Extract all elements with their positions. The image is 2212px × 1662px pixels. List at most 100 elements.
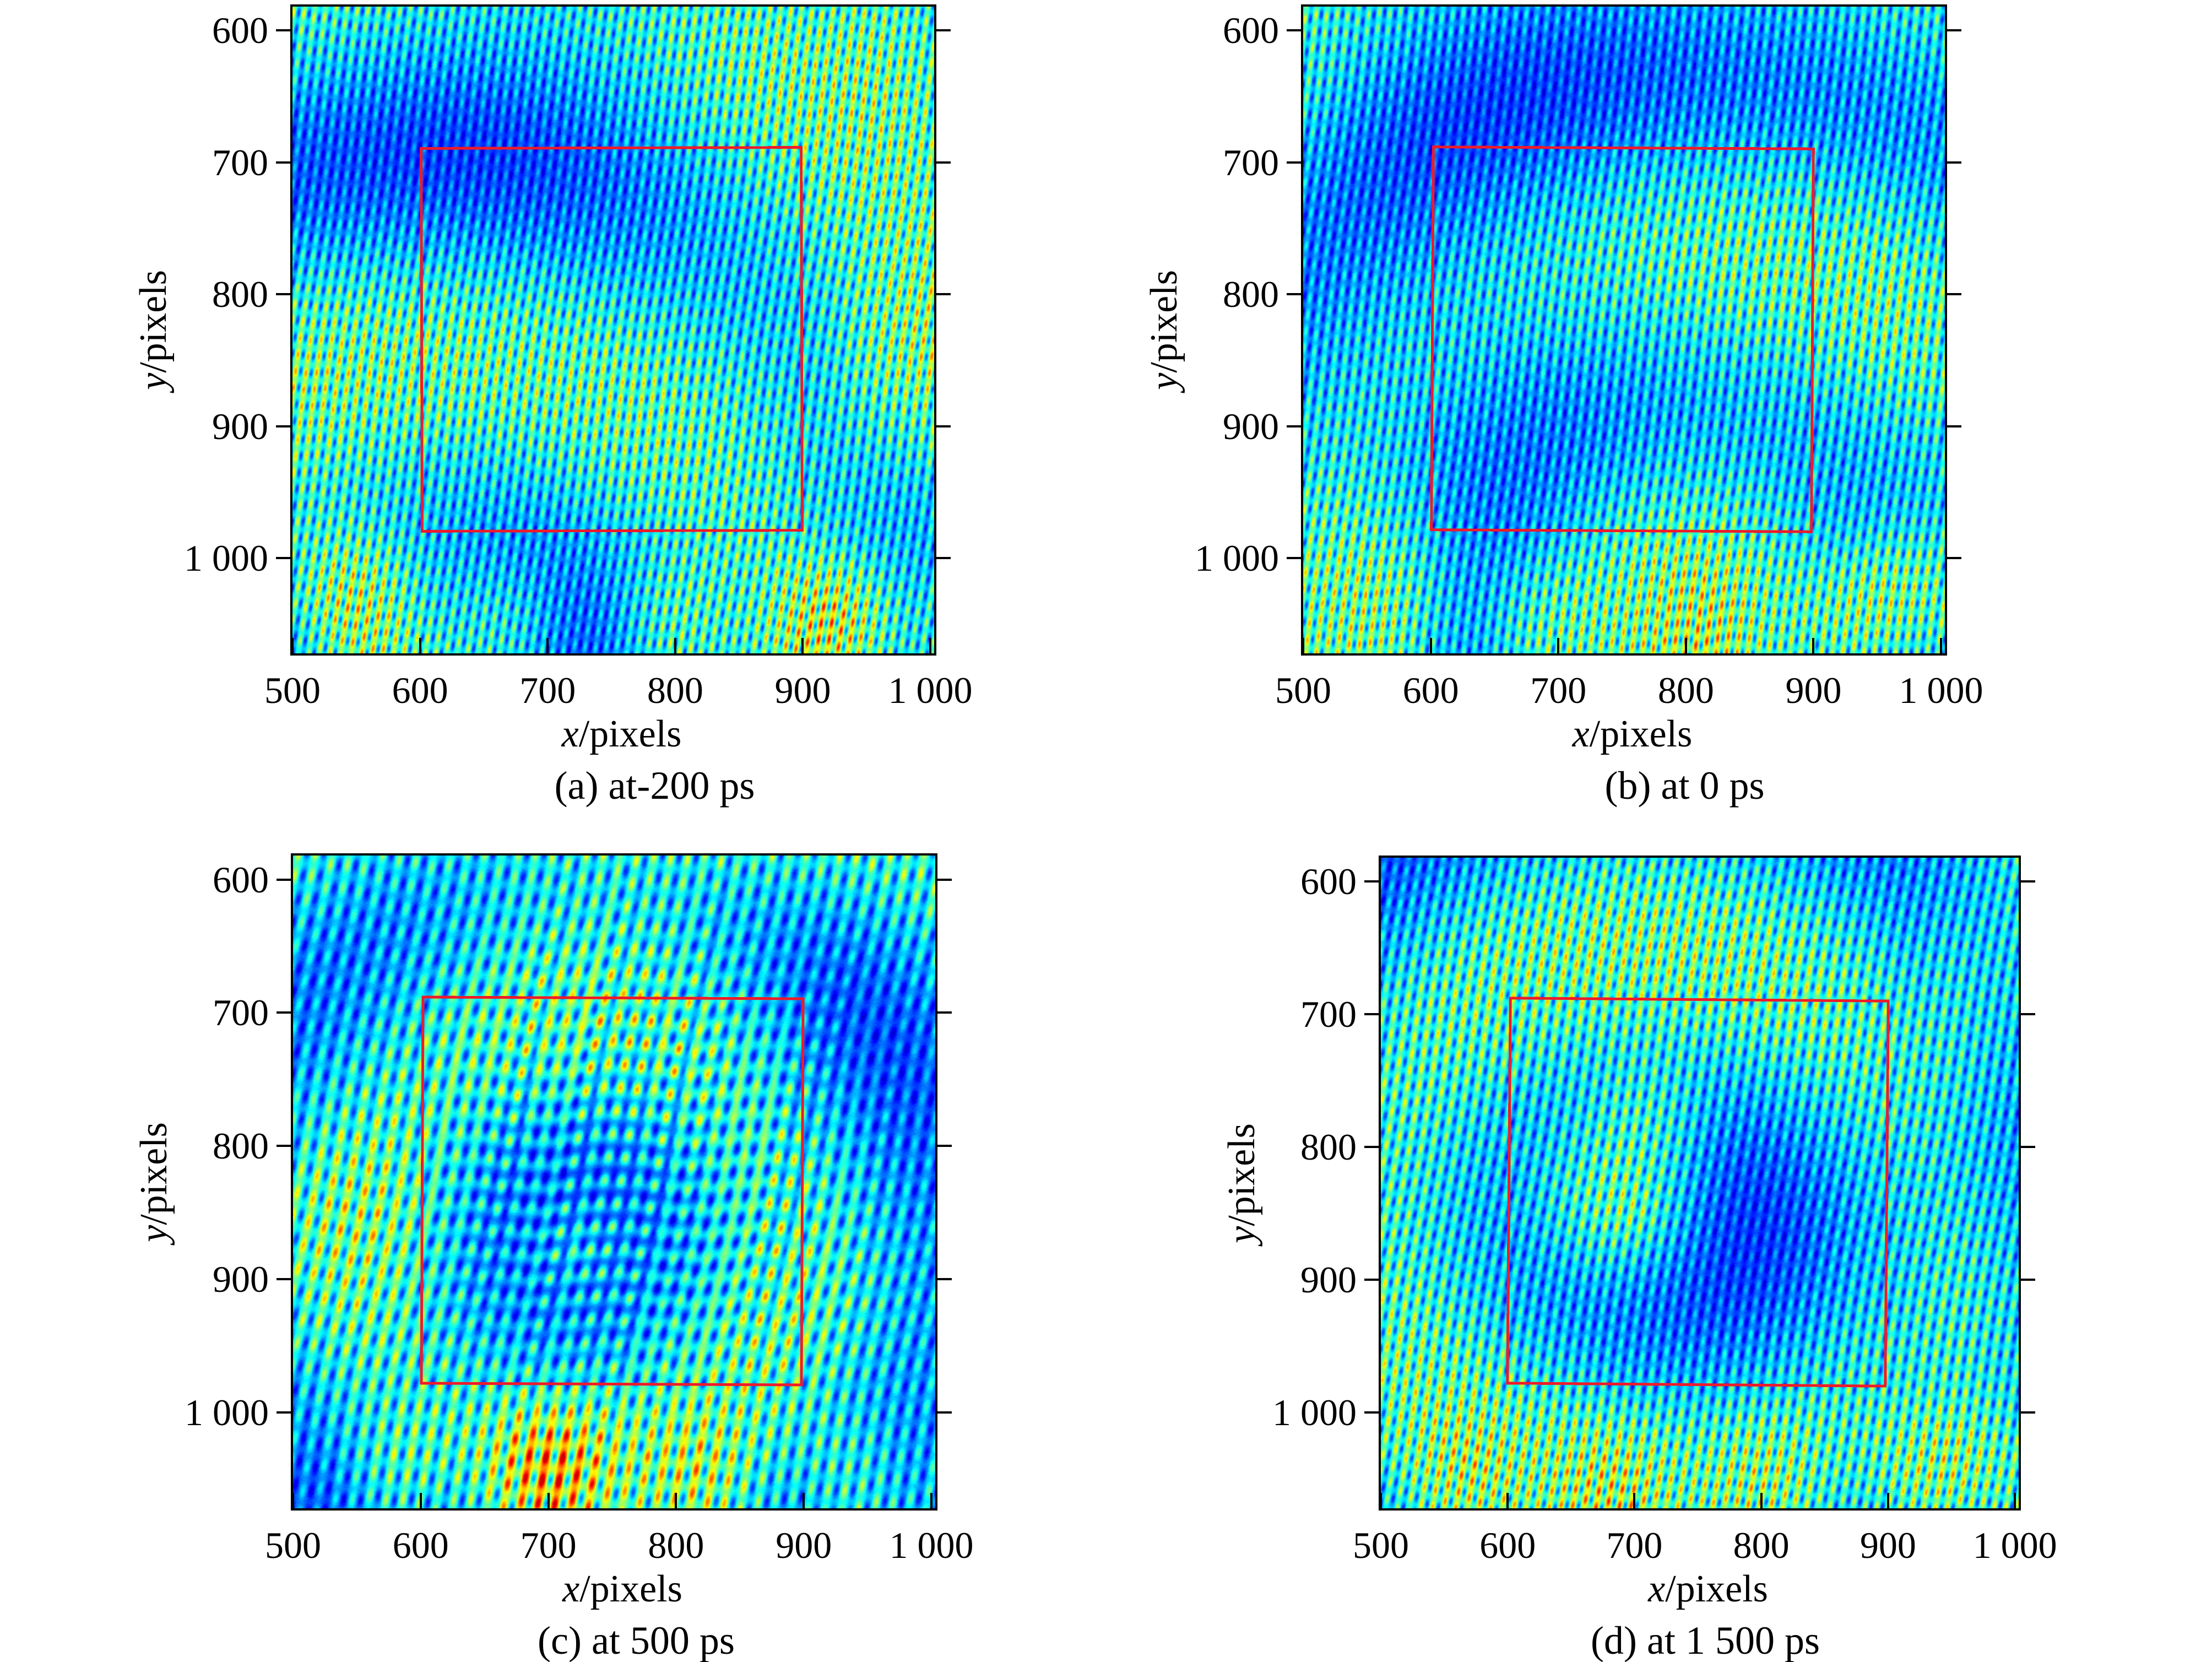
y-tick-mark xyxy=(1947,557,1961,560)
x-tick-mark xyxy=(292,1493,294,1508)
x-tick-label: 800 xyxy=(1733,1524,1790,1566)
y-tick-label: 600 xyxy=(212,9,268,52)
x-tick-mark xyxy=(1302,638,1304,653)
x-tick-mark xyxy=(1557,638,1560,653)
y-tick-mark xyxy=(2021,1279,2035,1281)
y-tick-mark xyxy=(1287,161,1301,164)
y-tick-label: 800 xyxy=(212,273,268,316)
x-tick-mark xyxy=(929,638,932,653)
x-tick-label: 500 xyxy=(1275,669,1331,711)
x-axis-label: x/pixels xyxy=(457,713,787,755)
x-tick-mark xyxy=(803,1493,805,1508)
y-tick-label: 700 xyxy=(212,141,268,183)
y-axis-label-variable: y xyxy=(133,1225,175,1242)
plot-area-heatmap-d xyxy=(1379,856,2021,1511)
x-tick-label: 1 000 xyxy=(889,1524,974,1566)
y-tick-mark xyxy=(1364,1013,1379,1016)
y-tick-mark xyxy=(937,1011,952,1014)
y-tick-mark xyxy=(1947,29,1961,32)
plot-area-heatmap-b xyxy=(1301,4,1947,656)
roi-rectangle-a xyxy=(419,146,804,533)
y-tick-label: 700 xyxy=(1300,993,1357,1036)
y-tick-mark xyxy=(1364,1411,1379,1414)
y-tick-mark xyxy=(1287,425,1301,427)
y-tick-label: 700 xyxy=(213,992,269,1034)
y-tick-mark xyxy=(276,293,290,296)
x-tick-mark xyxy=(1506,1493,1509,1508)
y-tick-mark xyxy=(1364,1279,1379,1281)
y-tick-label: 900 xyxy=(212,405,268,447)
x-tick-mark xyxy=(419,638,421,653)
y-tick-mark xyxy=(936,557,951,560)
y-tick-label: 600 xyxy=(1300,860,1357,903)
x-tick-label: 900 xyxy=(1785,669,1842,711)
y-tick-mark xyxy=(2021,880,2035,883)
y-tick-mark xyxy=(937,1411,952,1414)
x-tick-label: 500 xyxy=(1353,1524,1409,1566)
x-tick-mark xyxy=(1886,1493,1889,1508)
y-tick-label: 900 xyxy=(1300,1259,1357,1301)
y-tick-mark xyxy=(276,1278,291,1281)
y-tick-mark xyxy=(936,425,951,427)
x-tick-label: 900 xyxy=(776,1524,832,1566)
panel-caption-d: (d) at 1 500 ps xyxy=(1591,1618,1820,1662)
interferogram-canvas-d xyxy=(1381,858,2019,1508)
x-axis-label-variable: x xyxy=(562,1568,580,1610)
x-tick-mark xyxy=(930,1493,933,1508)
x-tick-label: 500 xyxy=(264,669,321,711)
x-tick-label: 1 000 xyxy=(1899,669,1983,711)
roi-rectangle-d xyxy=(1506,997,1890,1388)
panel-caption-a: (a) at-200 ps xyxy=(554,764,755,808)
x-axis-label-variable: x xyxy=(1572,713,1590,755)
y-tick-mark xyxy=(937,878,952,881)
plot-area-heatmap-c xyxy=(291,853,937,1511)
y-tick-mark xyxy=(276,29,290,32)
x-axis-label: x/pixels xyxy=(1467,713,1798,755)
y-tick-mark xyxy=(937,1278,952,1281)
x-tick-mark xyxy=(674,638,676,653)
x-tick-mark xyxy=(546,638,549,653)
y-tick-mark xyxy=(1364,1146,1379,1149)
y-axis-label-variable: y xyxy=(1221,1226,1263,1243)
y-tick-mark xyxy=(276,1145,291,1147)
interferogram-canvas-a xyxy=(292,7,934,653)
y-tick-mark xyxy=(937,1145,952,1147)
y-tick-mark xyxy=(936,29,951,32)
y-tick-label: 800 xyxy=(1223,273,1279,316)
x-tick-label: 600 xyxy=(1479,1524,1536,1566)
y-tick-mark xyxy=(1364,880,1379,883)
x-tick-label: 700 xyxy=(1530,669,1587,711)
interferogram-canvas-c xyxy=(293,856,935,1508)
y-tick-mark xyxy=(2021,1146,2035,1149)
x-tick-label: 700 xyxy=(1606,1524,1663,1566)
y-tick-label: 800 xyxy=(213,1125,269,1167)
x-tick-label: 1 000 xyxy=(888,669,973,711)
x-tick-label: 900 xyxy=(1859,1524,1916,1566)
y-axis-label-variable: y xyxy=(132,372,175,390)
x-tick-mark xyxy=(2014,1493,2016,1508)
roi-rectangle-b xyxy=(1429,145,1815,533)
x-tick-label: 500 xyxy=(265,1524,321,1566)
y-tick-mark xyxy=(1287,293,1301,296)
y-axis-label-variable: y xyxy=(1143,372,1185,390)
y-tick-mark xyxy=(276,878,291,881)
x-tick-label: 800 xyxy=(1657,669,1714,711)
y-tick-mark xyxy=(276,161,290,164)
y-tick-mark xyxy=(1947,161,1961,164)
y-tick-mark xyxy=(1947,425,1961,427)
interferogram-canvas-b xyxy=(1303,7,1945,653)
x-axis-label-unit: /pixels xyxy=(1665,1568,1768,1610)
x-tick-mark xyxy=(801,638,804,653)
y-tick-mark xyxy=(276,1011,291,1014)
x-tick-label: 900 xyxy=(774,669,831,711)
panel-caption-b: (b) at 0 ps xyxy=(1604,764,1765,808)
y-tick-mark xyxy=(1287,557,1301,560)
y-tick-label: 1 000 xyxy=(1195,537,1279,580)
y-tick-label: 600 xyxy=(1223,9,1279,52)
x-axis-label-unit: /pixels xyxy=(1589,713,1693,755)
roi-rectangle-c xyxy=(420,995,805,1387)
panel-caption-c: (c) at 500 ps xyxy=(538,1618,735,1662)
y-tick-mark xyxy=(276,1411,291,1414)
x-tick-label: 600 xyxy=(1402,669,1459,711)
x-tick-label: 600 xyxy=(392,669,448,711)
